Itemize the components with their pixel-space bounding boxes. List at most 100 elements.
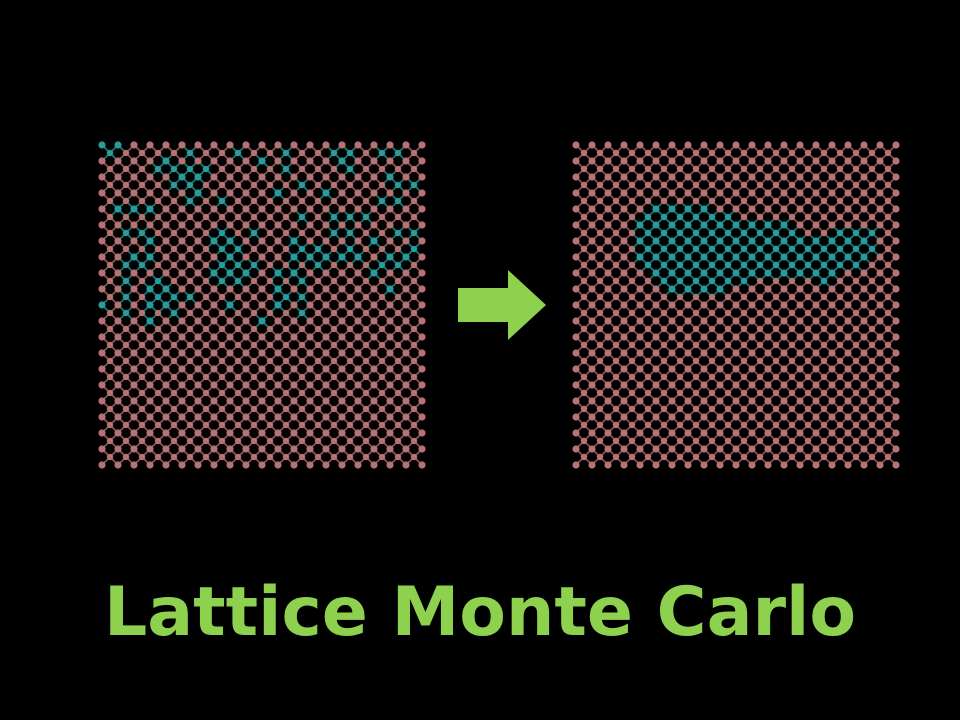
before-host-atom bbox=[290, 365, 298, 373]
before-solute-atom bbox=[386, 173, 394, 181]
before-host-atom bbox=[114, 253, 122, 261]
after-host-atom bbox=[844, 301, 852, 309]
after-host-atom bbox=[652, 365, 660, 373]
before-host-atom bbox=[418, 365, 426, 373]
after-host-atom bbox=[756, 197, 764, 205]
before-solute-atom bbox=[234, 277, 242, 285]
before-host-atom bbox=[162, 173, 170, 181]
after-host-atom bbox=[692, 421, 700, 429]
after-host-atom bbox=[580, 453, 588, 461]
after-host-atom bbox=[676, 309, 684, 317]
before-solute-atom bbox=[298, 181, 306, 189]
after-host-atom bbox=[828, 157, 836, 165]
after-host-atom bbox=[884, 261, 892, 269]
before-host-atom bbox=[298, 197, 306, 205]
after-host-atom bbox=[796, 205, 804, 213]
before-host-atom bbox=[258, 253, 266, 261]
after-host-atom bbox=[668, 141, 676, 149]
after-host-atom bbox=[588, 429, 596, 437]
before-host-atom bbox=[322, 365, 330, 373]
before-host-atom bbox=[370, 445, 378, 453]
after-solute-atom bbox=[652, 221, 660, 229]
after-solute-atom bbox=[700, 205, 708, 213]
before-host-atom bbox=[130, 237, 138, 245]
before-host-atom bbox=[338, 317, 346, 325]
before-solute-atom bbox=[298, 213, 306, 221]
before-host-atom bbox=[346, 357, 354, 365]
after-host-atom bbox=[660, 165, 668, 173]
before-host-atom bbox=[266, 261, 274, 269]
after-host-atom bbox=[836, 277, 844, 285]
after-host-atom bbox=[764, 333, 772, 341]
after-host-atom bbox=[636, 317, 644, 325]
after-host-atom bbox=[588, 253, 596, 261]
before-host-atom bbox=[210, 445, 218, 453]
before-host-atom bbox=[258, 221, 266, 229]
after-host-atom bbox=[588, 381, 596, 389]
before-host-atom bbox=[210, 157, 218, 165]
before-host-atom bbox=[242, 205, 250, 213]
after-host-atom bbox=[620, 317, 628, 325]
before-solute-atom bbox=[106, 149, 114, 157]
after-host-atom bbox=[788, 325, 796, 333]
before-host-atom bbox=[138, 341, 146, 349]
after-host-atom bbox=[828, 301, 836, 309]
before-solute-atom bbox=[234, 261, 242, 269]
after-host-atom bbox=[676, 421, 684, 429]
after-host-atom bbox=[748, 445, 756, 453]
before-solute-atom bbox=[394, 229, 402, 237]
after-host-atom bbox=[884, 165, 892, 173]
after-host-atom bbox=[764, 173, 772, 181]
before-host-atom bbox=[298, 341, 306, 349]
before-host-atom bbox=[386, 141, 394, 149]
before-host-atom bbox=[274, 397, 282, 405]
after-host-atom bbox=[892, 333, 900, 341]
before-host-atom bbox=[170, 229, 178, 237]
before-host-atom bbox=[250, 325, 258, 333]
before-solute-atom bbox=[98, 301, 106, 309]
after-host-atom bbox=[692, 181, 700, 189]
before-solute-atom bbox=[130, 253, 138, 261]
after-host-atom bbox=[828, 189, 836, 197]
before-host-atom bbox=[394, 277, 402, 285]
after-solute-atom bbox=[644, 245, 652, 253]
before-host-atom bbox=[370, 365, 378, 373]
before-host-atom bbox=[210, 285, 218, 293]
after-host-atom bbox=[796, 189, 804, 197]
after-host-atom bbox=[708, 357, 716, 365]
after-solute-atom bbox=[724, 229, 732, 237]
after-host-atom bbox=[788, 197, 796, 205]
before-host-atom bbox=[370, 333, 378, 341]
after-host-atom bbox=[644, 453, 652, 461]
after-host-atom bbox=[628, 357, 636, 365]
before-host-atom bbox=[402, 173, 410, 181]
before-host-atom bbox=[362, 165, 370, 173]
before-host-atom bbox=[194, 141, 202, 149]
before-host-atom bbox=[122, 165, 130, 173]
before-host-atom bbox=[402, 381, 410, 389]
before-host-atom bbox=[282, 213, 290, 221]
before-host-atom bbox=[338, 445, 346, 453]
before-host-atom bbox=[234, 325, 242, 333]
before-host-atom bbox=[202, 405, 210, 413]
before-host-atom bbox=[250, 341, 258, 349]
after-solute-atom bbox=[852, 245, 860, 253]
after-host-atom bbox=[852, 149, 860, 157]
before-host-atom bbox=[330, 357, 338, 365]
before-host-atom bbox=[154, 213, 162, 221]
before-host-atom bbox=[282, 341, 290, 349]
before-host-atom bbox=[98, 173, 106, 181]
before-host-atom bbox=[394, 405, 402, 413]
before-host-atom bbox=[282, 373, 290, 381]
after-host-atom bbox=[604, 237, 612, 245]
after-host-atom bbox=[620, 285, 628, 293]
before-solute-atom bbox=[370, 269, 378, 277]
after-host-atom bbox=[812, 429, 820, 437]
after-host-atom bbox=[876, 333, 884, 341]
before-solute-atom bbox=[162, 301, 170, 309]
before-host-atom bbox=[282, 197, 290, 205]
before-host-atom bbox=[274, 365, 282, 373]
before-host-atom bbox=[282, 277, 290, 285]
after-host-atom bbox=[572, 253, 580, 261]
after-host-atom bbox=[676, 165, 684, 173]
